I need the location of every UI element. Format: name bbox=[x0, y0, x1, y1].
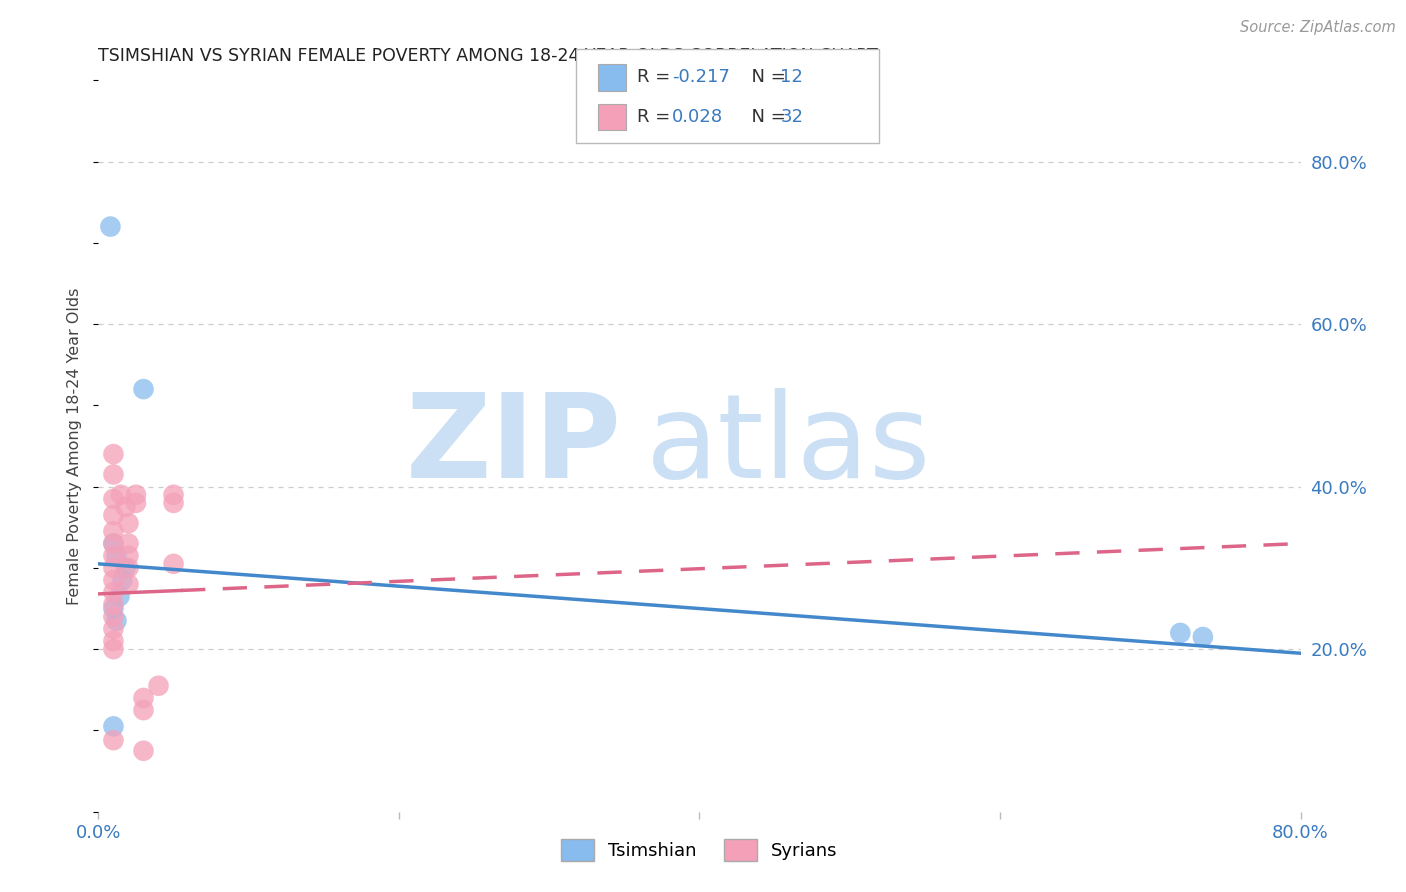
Point bbox=[108, 590, 131, 604]
Point bbox=[103, 733, 125, 747]
Text: Source: ZipAtlas.com: Source: ZipAtlas.com bbox=[1240, 20, 1396, 35]
Y-axis label: Female Poverty Among 18-24 Year Olds: Female Poverty Among 18-24 Year Olds bbox=[67, 287, 83, 605]
Text: N =: N = bbox=[740, 69, 792, 87]
Point bbox=[103, 549, 125, 563]
Text: -0.217: -0.217 bbox=[672, 69, 730, 87]
Point bbox=[162, 557, 184, 571]
Point bbox=[103, 491, 125, 506]
Point bbox=[162, 496, 184, 510]
Text: 0.028: 0.028 bbox=[672, 108, 723, 126]
Point bbox=[103, 622, 125, 636]
Text: 32: 32 bbox=[780, 108, 803, 126]
Point bbox=[117, 549, 139, 563]
Point bbox=[103, 524, 125, 539]
Point bbox=[103, 467, 125, 482]
Point bbox=[132, 703, 155, 717]
Point bbox=[100, 219, 122, 234]
Point bbox=[103, 561, 125, 575]
Point bbox=[103, 447, 125, 461]
Point bbox=[103, 536, 125, 550]
Point bbox=[117, 516, 139, 531]
Point bbox=[103, 642, 125, 657]
Point bbox=[125, 496, 148, 510]
Point bbox=[103, 536, 125, 550]
Point bbox=[117, 536, 139, 550]
Legend: Tsimshian, Syrians: Tsimshian, Syrians bbox=[554, 832, 845, 869]
Text: R =: R = bbox=[637, 108, 676, 126]
Point bbox=[103, 609, 125, 624]
Point bbox=[125, 488, 148, 502]
Text: 12: 12 bbox=[780, 69, 803, 87]
Point bbox=[148, 679, 170, 693]
Point bbox=[132, 744, 155, 758]
Point bbox=[105, 614, 128, 628]
Text: R =: R = bbox=[637, 69, 676, 87]
Point bbox=[103, 598, 125, 612]
Point bbox=[103, 601, 125, 615]
Point bbox=[1170, 626, 1192, 640]
Point bbox=[111, 573, 134, 587]
Point bbox=[1192, 630, 1215, 644]
Point bbox=[114, 561, 136, 575]
Point bbox=[103, 585, 125, 599]
Point bbox=[110, 488, 132, 502]
Point bbox=[117, 561, 139, 575]
Point bbox=[132, 690, 155, 705]
Point bbox=[162, 488, 184, 502]
Text: ZIP: ZIP bbox=[405, 389, 621, 503]
Point bbox=[103, 573, 125, 587]
Point bbox=[103, 508, 125, 522]
Text: TSIMSHIAN VS SYRIAN FEMALE POVERTY AMONG 18-24 YEAR OLDS CORRELATION CHART: TSIMSHIAN VS SYRIAN FEMALE POVERTY AMONG… bbox=[98, 47, 879, 65]
Point bbox=[114, 500, 136, 514]
Text: atlas: atlas bbox=[645, 389, 931, 503]
Point bbox=[103, 634, 125, 648]
Text: N =: N = bbox=[740, 108, 792, 126]
Point bbox=[132, 382, 155, 396]
Point bbox=[103, 719, 125, 733]
Point bbox=[105, 549, 128, 563]
Point bbox=[117, 577, 139, 591]
